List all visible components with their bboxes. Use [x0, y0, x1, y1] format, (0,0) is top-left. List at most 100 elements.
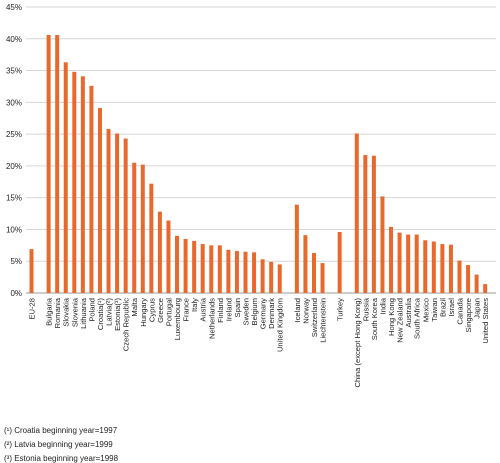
x-tick-label: Ireland — [224, 298, 233, 321]
x-tick-label: Portugal — [164, 298, 173, 327]
bar — [466, 265, 471, 293]
bar — [183, 238, 188, 293]
x-tick-label: Czech Republic — [122, 298, 131, 351]
y-tick-label: 35% — [6, 67, 22, 76]
bar — [209, 245, 214, 293]
bar — [397, 232, 402, 293]
x-tick-label: Singapore — [464, 298, 473, 333]
x-tick-label: China (except Hong Kong) — [353, 298, 362, 388]
bar — [140, 164, 145, 293]
y-tick-label: 5% — [10, 257, 22, 266]
x-tick-label: Malta — [130, 297, 139, 316]
bar-chart: 0% 5% 10% 15% 20% 25% 30% 35% 40% 45% EU-28 Bulgari… — [6, 3, 500, 388]
bar — [389, 226, 394, 293]
y-tick-label: 0% — [10, 289, 22, 298]
bar — [226, 249, 231, 293]
bar — [217, 245, 222, 293]
x-tick-label: United States — [481, 298, 490, 344]
x-tick-label: Hong Kong — [387, 298, 396, 336]
bar — [252, 252, 257, 293]
x-tick-label: Greece — [156, 298, 165, 323]
x-tick-label: Taiwan — [430, 298, 439, 322]
bar — [106, 129, 111, 293]
bar — [277, 264, 282, 293]
y-tick-label: 25% — [6, 130, 22, 139]
bar — [200, 244, 205, 293]
x-tick-label: World — [498, 298, 500, 318]
x-tick-label: Austria — [199, 297, 208, 321]
x-tick-label: United Kingdom — [276, 298, 285, 352]
footnote-estonia: (³) Estonia beginning year=1998 — [4, 454, 119, 463]
x-tick-label: South Korea — [370, 297, 379, 340]
x-tick-label: Canada — [456, 297, 465, 324]
bar — [380, 196, 385, 293]
bar — [243, 251, 248, 293]
bar — [192, 240, 197, 293]
x-tick-label: Hungary — [139, 298, 148, 327]
y-tick-label: 45% — [6, 3, 22, 12]
x-tick-label: Belgium — [250, 298, 259, 325]
bar — [294, 204, 299, 293]
bar — [260, 259, 265, 293]
x-tick-label: Israel — [447, 298, 456, 317]
x-tick-label: Cyprus — [147, 298, 156, 322]
bar — [431, 241, 436, 293]
bar — [423, 240, 428, 293]
bar — [337, 231, 342, 293]
x-tick-label: Poland — [87, 298, 96, 322]
x-tick-label: Latvia(²) — [105, 298, 114, 326]
bar — [474, 274, 479, 293]
x-tick-label: Lithuania — [79, 297, 88, 329]
x-tick-label: South Africa — [413, 297, 422, 339]
bar — [46, 34, 51, 293]
bar — [320, 263, 325, 293]
x-tick-label: Finland — [216, 298, 225, 323]
bar — [234, 251, 239, 293]
bar — [149, 183, 154, 293]
x-tick-label: Bulgaria — [45, 297, 54, 326]
bar — [157, 211, 162, 293]
x-tick-label: Denmark — [267, 298, 276, 329]
bar — [311, 252, 316, 293]
x-tick-label: Australia — [404, 297, 413, 327]
x-tick-label: Romania — [53, 297, 62, 328]
x-tick-label: Japan — [473, 298, 482, 319]
bar — [132, 162, 137, 293]
x-tick-label: Turkey — [336, 298, 345, 321]
x-tick-label: New Zealand — [396, 298, 405, 343]
x-tick-label: Liechtenstein — [319, 298, 328, 343]
bar — [89, 85, 94, 293]
y-tick-label: 30% — [6, 98, 22, 107]
bar — [29, 249, 34, 293]
y-tick-label: 10% — [6, 225, 22, 234]
bar — [175, 235, 180, 293]
y-tick-label: 15% — [6, 194, 22, 203]
x-tick-label: Russia — [361, 297, 370, 321]
x-tick-label: Croatia(¹) — [96, 298, 105, 331]
x-tick-label: Brazil — [438, 298, 447, 317]
x-tick-label: Mexico — [421, 298, 430, 322]
bar — [80, 76, 85, 293]
x-tick-label: Slovenia — [70, 297, 79, 327]
bar — [72, 71, 77, 294]
x-tick-label: India — [378, 297, 387, 314]
bar — [440, 244, 445, 293]
footnote-latvia: (²) Latvia beginning year=1999 — [4, 440, 113, 449]
x-tick-label: EU-28 — [28, 298, 37, 320]
bar — [55, 34, 60, 293]
x-tick-label: Netherlands — [207, 298, 216, 339]
x-tick-label: Slovakia — [62, 297, 71, 326]
bar — [457, 260, 462, 293]
x-tick-label: Spain — [233, 298, 242, 317]
x-tick-label: France — [182, 298, 191, 322]
y-tick-label: 20% — [6, 162, 22, 171]
footnote-croatia: (¹) Croatia beginning year=1997 — [4, 426, 118, 435]
bar — [406, 234, 411, 293]
bar — [483, 284, 488, 293]
bar — [303, 235, 308, 293]
y-tick-label: 40% — [6, 35, 22, 44]
bar — [354, 133, 359, 293]
bar — [123, 138, 128, 293]
x-tick-label: Norway — [301, 298, 310, 324]
bar — [115, 133, 120, 293]
